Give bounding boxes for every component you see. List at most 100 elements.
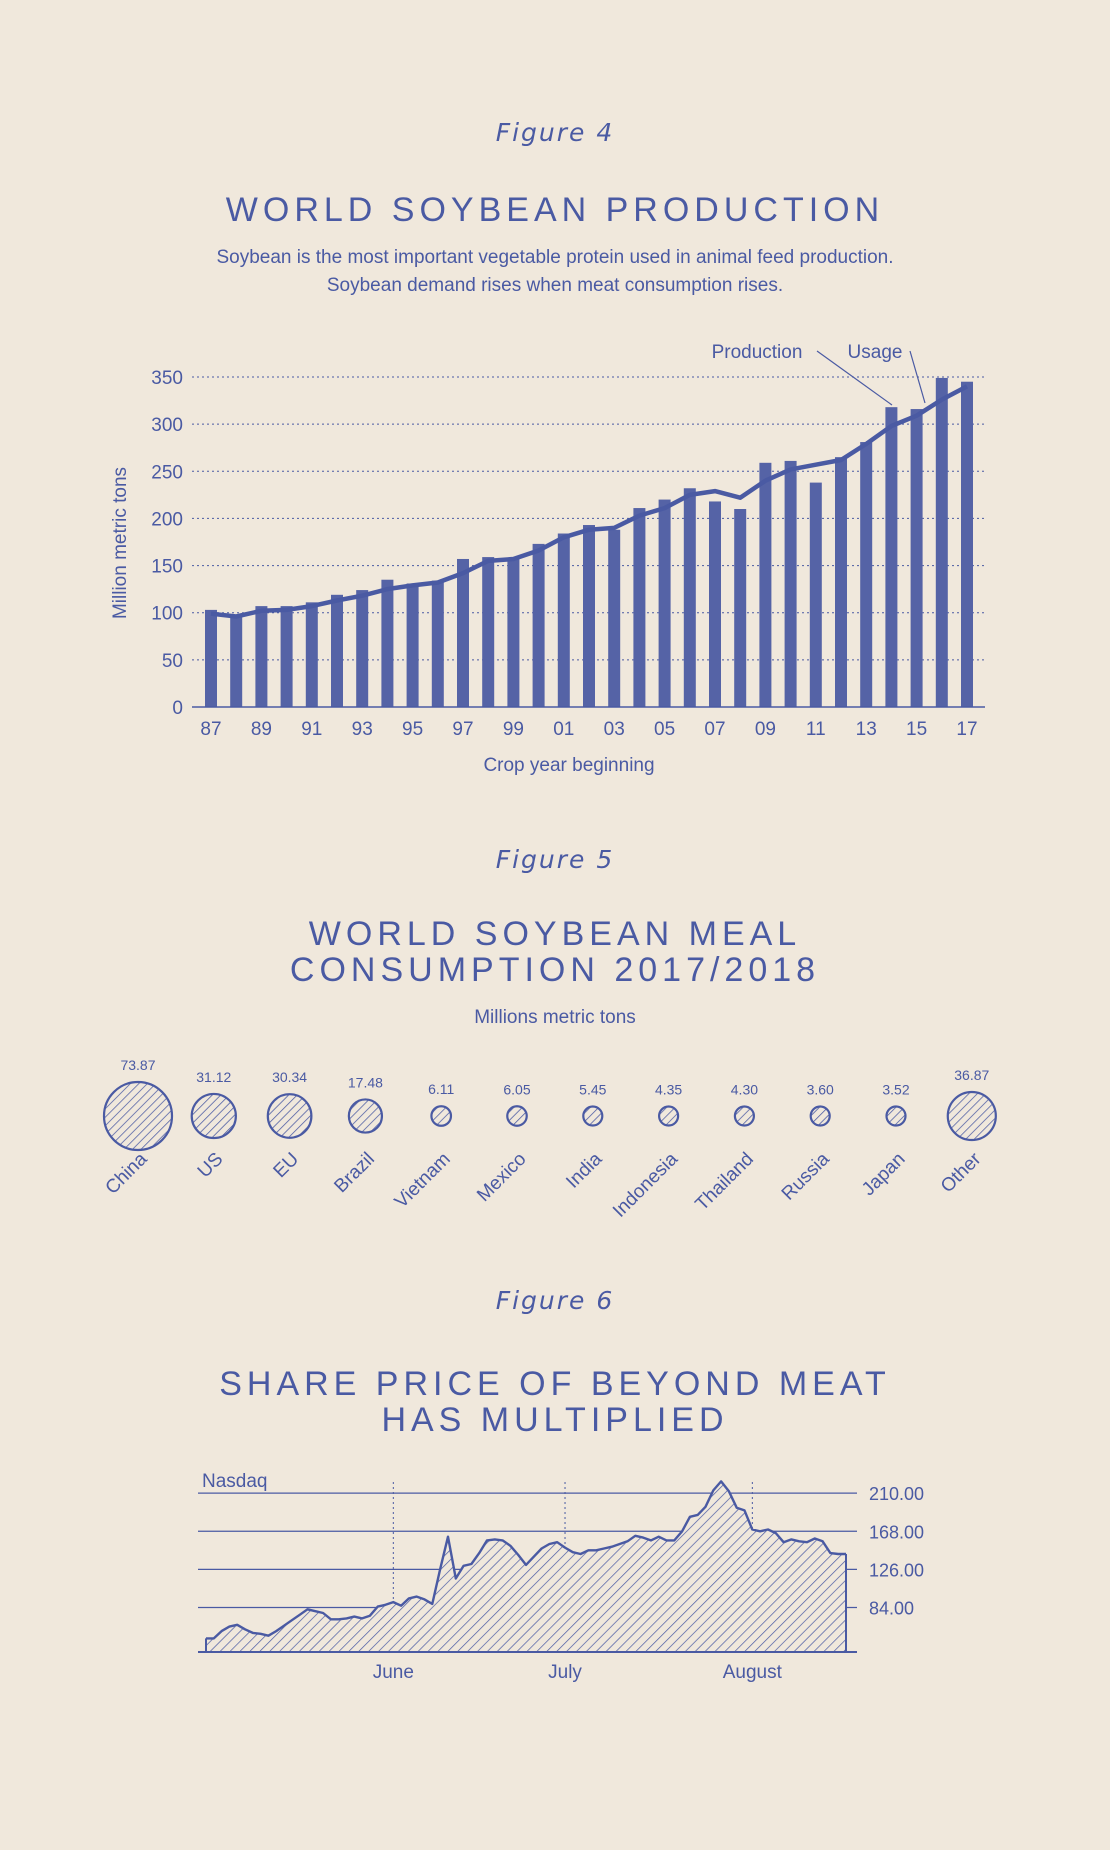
price-tick-label: 126.00 xyxy=(869,1560,924,1580)
production-bar xyxy=(457,558,469,707)
consumption-bubble xyxy=(190,1092,237,1140)
legend-production-label: Production xyxy=(712,342,803,363)
consumption-bubble xyxy=(885,1105,907,1127)
consumption-bubble xyxy=(102,1080,174,1152)
price-tick-label: 210.00 xyxy=(869,1484,924,1504)
y-tick-label: 100 xyxy=(151,604,183,625)
price-area-frame xyxy=(198,1553,857,1653)
consumption-bubble xyxy=(582,1105,604,1127)
bubble-value-label: 73.87 xyxy=(120,1057,155,1073)
production-bar xyxy=(910,409,923,707)
production-bar xyxy=(305,602,318,707)
y-tick-label: 0 xyxy=(172,698,183,719)
meal-consumption-chart: 73.87China31.12US30.34EU17.48Brazil6.11V… xyxy=(102,1057,997,1222)
consumption-bubble xyxy=(347,1098,384,1134)
x-tick-label: 13 xyxy=(856,719,877,740)
x-axis-label: Crop year beginning xyxy=(483,755,654,776)
source-label: Nasdaq xyxy=(202,1471,268,1492)
price-tick-label: 168.00 xyxy=(869,1522,924,1542)
production-bar xyxy=(835,457,847,707)
production-bar xyxy=(482,557,495,707)
production-bar xyxy=(406,583,419,707)
x-tick-label: 15 xyxy=(906,719,927,740)
production-bar xyxy=(608,529,621,707)
figure-6-title-line-2: HAS MULTIPLIED xyxy=(381,1401,729,1439)
production-bar xyxy=(709,501,721,707)
x-tick-label: 09 xyxy=(755,719,776,740)
x-tick-label: 05 xyxy=(654,719,675,740)
figure-4-title: WORLD SOYBEAN PRODUCTION xyxy=(225,191,885,229)
figure-6-title-line-1: SHARE PRICE OF BEYOND MEAT xyxy=(219,1365,891,1403)
bubble-value-label: 4.30 xyxy=(731,1082,758,1098)
production-bar xyxy=(860,442,873,707)
y-tick-label: 250 xyxy=(151,462,183,483)
x-tick-label: 03 xyxy=(604,719,625,740)
production-bar xyxy=(205,609,217,707)
production-bar xyxy=(683,488,696,707)
y-tick-label: 350 xyxy=(151,368,183,389)
y-tick-label: 200 xyxy=(151,509,183,530)
figure-4-subtitle-line-1: Soybean is the most important vegetable … xyxy=(216,247,894,268)
bubble-value-label: 3.52 xyxy=(882,1082,909,1098)
x-tick-label: 17 xyxy=(956,719,977,740)
figure-5-title-line-1: WORLD SOYBEAN MEAL xyxy=(308,915,802,953)
x-tick-label: 01 xyxy=(553,719,574,740)
figure-6-label: Figure 6 xyxy=(495,1286,615,1315)
bubble-value-label: 5.45 xyxy=(579,1082,606,1098)
production-bar xyxy=(734,509,747,707)
price-tick-labels: 84.00 126.00 168.00 210.00 xyxy=(869,1484,924,1618)
production-bar xyxy=(935,377,948,707)
figure-4-label: Figure 4 xyxy=(495,118,615,147)
bubble-value-label: 6.11 xyxy=(428,1081,454,1097)
consumption-bubble xyxy=(809,1105,831,1127)
production-bar xyxy=(230,614,243,707)
x-tick-label: 11 xyxy=(806,719,826,740)
y-tick-labels: 0 50 100 150 200 250 300 350 xyxy=(151,368,183,719)
production-bar xyxy=(431,580,444,707)
month-label: July xyxy=(548,1662,582,1683)
production-bar xyxy=(961,381,973,707)
month-label: August xyxy=(723,1662,783,1683)
x-tick-label: 87 xyxy=(200,719,221,740)
production-bar xyxy=(331,594,343,707)
consumption-bubble xyxy=(733,1105,756,1127)
figure-5-title-line-2: CONSUMPTION 2017/2018 xyxy=(289,951,821,989)
consumption-bubble xyxy=(946,1090,997,1142)
production-bar xyxy=(280,606,293,707)
legend-production-leader xyxy=(816,350,893,406)
x-tick-labels: 87 89 91 93 95 97 99 01 03 05 07 09 11 13 15 17 xyxy=(200,719,977,740)
x-tick-label: 95 xyxy=(402,719,423,740)
consumption-bubble xyxy=(506,1105,528,1127)
production-bars xyxy=(205,377,973,707)
month-labels: June July August xyxy=(373,1662,783,1683)
production-bar xyxy=(633,508,646,707)
price-area xyxy=(206,1481,846,1652)
y-tick-label: 50 xyxy=(162,651,183,672)
production-bar xyxy=(356,590,369,707)
share-price-chart: Nasdaq 84.00 126.00 168.00 210.00 June July A… xyxy=(198,1471,924,1683)
production-bar xyxy=(532,543,545,707)
bubble-value-label: 36.87 xyxy=(954,1067,989,1083)
bubble-value-label: 3.60 xyxy=(807,1082,834,1098)
usage-line xyxy=(210,384,969,619)
price-tick-label: 84.00 xyxy=(869,1599,914,1619)
bubble-value-label: 4.35 xyxy=(655,1082,682,1098)
x-tick-label: 97 xyxy=(452,719,473,740)
bubble-value-label: 17.48 xyxy=(348,1074,383,1090)
y-axis-label: Million metric tons xyxy=(110,467,131,619)
production-bar xyxy=(809,482,822,707)
production-bar xyxy=(255,606,268,707)
month-label: June xyxy=(373,1662,414,1683)
x-tick-label: 93 xyxy=(352,719,373,740)
production-bar xyxy=(583,525,595,707)
consumption-bubble xyxy=(430,1105,453,1127)
production-bar xyxy=(784,460,797,707)
consumption-bubble xyxy=(266,1093,313,1139)
consumption-bubble xyxy=(657,1105,680,1127)
x-tick-label: 91 xyxy=(301,719,322,740)
legend-usage-leader xyxy=(909,350,926,404)
x-tick-label: 07 xyxy=(704,719,725,740)
usage-line-group xyxy=(210,384,969,619)
bubble-value-label: 30.34 xyxy=(272,1069,307,1085)
